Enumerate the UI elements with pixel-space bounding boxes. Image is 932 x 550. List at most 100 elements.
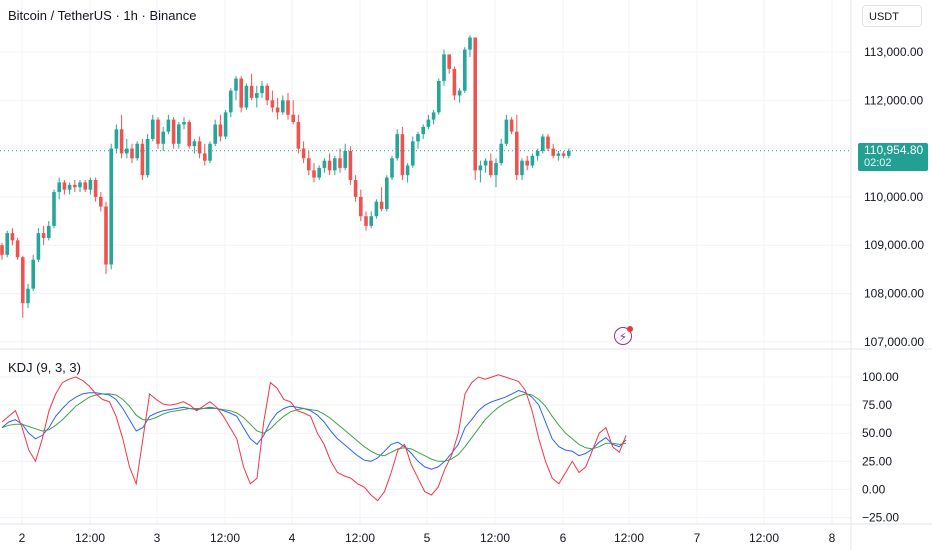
candle-body [0, 245, 4, 255]
candle-up [499, 138, 503, 166]
candle-body [333, 158, 337, 171]
candle-up [437, 78, 441, 115]
candle-down [130, 143, 134, 164]
candle-body [208, 143, 212, 161]
candle-down [171, 117, 176, 149]
candle-body [88, 179, 93, 190]
kdj-indicator-title[interactable]: KDJ (9, 3, 3) [8, 360, 81, 375]
candle-body [520, 160, 524, 176]
candle-body [468, 37, 472, 50]
candle-down [400, 126, 405, 180]
candle-body [275, 107, 280, 113]
lightning-bolt-icon[interactable]: ⚡ [614, 326, 633, 345]
candle-body [416, 134, 420, 142]
candle-up [390, 155, 394, 180]
symbol-title[interactable]: Bitcoin / TetherUS · 1h · Binance [8, 8, 196, 23]
grid-lines [0, 0, 851, 524]
candle-up [114, 124, 119, 154]
kdj-lines [1, 374, 627, 502]
candle-body [52, 192, 56, 226]
candle-up [281, 95, 285, 115]
candle-body [31, 259, 35, 289]
candle-body [327, 160, 332, 171]
candle-body [255, 93, 259, 98]
candle-down [62, 179, 67, 195]
candle-up [229, 88, 233, 118]
candle-down [270, 90, 275, 113]
candle-up [421, 124, 425, 139]
currency-button[interactable]: USDT [862, 5, 922, 27]
candle-body [286, 100, 290, 115]
time-tick-label: 12:00 [75, 531, 105, 545]
time-tick-label: 6 [560, 531, 567, 545]
candle-down [327, 153, 332, 176]
candle-body [515, 131, 519, 176]
candle-down [275, 97, 280, 120]
candle-up [374, 199, 379, 219]
candle-body [463, 49, 467, 91]
candle-body [156, 119, 160, 144]
candle-body [125, 148, 129, 154]
candle-down [218, 114, 223, 142]
candle-up [385, 175, 389, 212]
candle-body [83, 182, 87, 190]
candle-up [223, 109, 228, 139]
candle-body [312, 170, 316, 178]
candle-down [561, 151, 566, 159]
candle-body [57, 182, 61, 193]
candle-body [26, 288, 30, 304]
candle-down [156, 117, 160, 149]
candle-body [478, 165, 483, 171]
candle-body [525, 160, 529, 166]
candle-body [338, 158, 342, 168]
candle-down [187, 119, 191, 149]
candle-body [234, 78, 238, 91]
bar-countdown: 02:02 [864, 157, 892, 169]
candle-body [535, 151, 540, 156]
candle-body [93, 179, 98, 197]
candle-down [291, 100, 295, 125]
last-price-badge: 110,954.80 02:02 [858, 143, 928, 171]
candle-body [270, 100, 275, 108]
candle-up [535, 148, 540, 161]
price-tick-label: 109,000.00 [864, 238, 924, 252]
candle-down [338, 148, 342, 173]
candle-body [192, 141, 197, 147]
time-tick-label: 7 [694, 531, 701, 545]
separator: · [141, 8, 146, 23]
candle-body [291, 114, 295, 123]
candle-body [530, 155, 535, 166]
candle-body [145, 138, 150, 176]
candle-body [171, 119, 176, 144]
candle-body [114, 129, 119, 149]
candle-down [307, 151, 311, 176]
candle-down [452, 66, 457, 101]
candle-up [36, 228, 41, 263]
candle-body [281, 100, 285, 113]
candle-up [478, 160, 483, 183]
candle-body [119, 129, 124, 154]
candle-body [10, 233, 15, 241]
time-tick-label: 12:00 [210, 531, 240, 545]
candle-down [93, 177, 98, 202]
time-tick-label: 12:00 [480, 531, 510, 545]
candle-down [265, 83, 269, 106]
price-tick-label: 107,000.00 [864, 335, 924, 349]
exchange-name: Binance [149, 8, 197, 23]
candle-down [348, 146, 353, 185]
symbol-name: Bitcoin / TetherUS [8, 8, 112, 23]
candle-body [385, 177, 389, 209]
candle-body [62, 182, 67, 190]
candle-down [379, 187, 384, 212]
candle-body [322, 160, 327, 168]
candle-down [197, 136, 202, 159]
candle-body [229, 90, 233, 113]
kdj-tick-label: 25.00 [862, 454, 892, 468]
candle-up [369, 211, 373, 229]
candle-down [119, 114, 124, 159]
candle-up [125, 138, 129, 159]
candle-up [244, 83, 249, 110]
candle-down [447, 54, 451, 74]
candle-body [130, 148, 134, 159]
